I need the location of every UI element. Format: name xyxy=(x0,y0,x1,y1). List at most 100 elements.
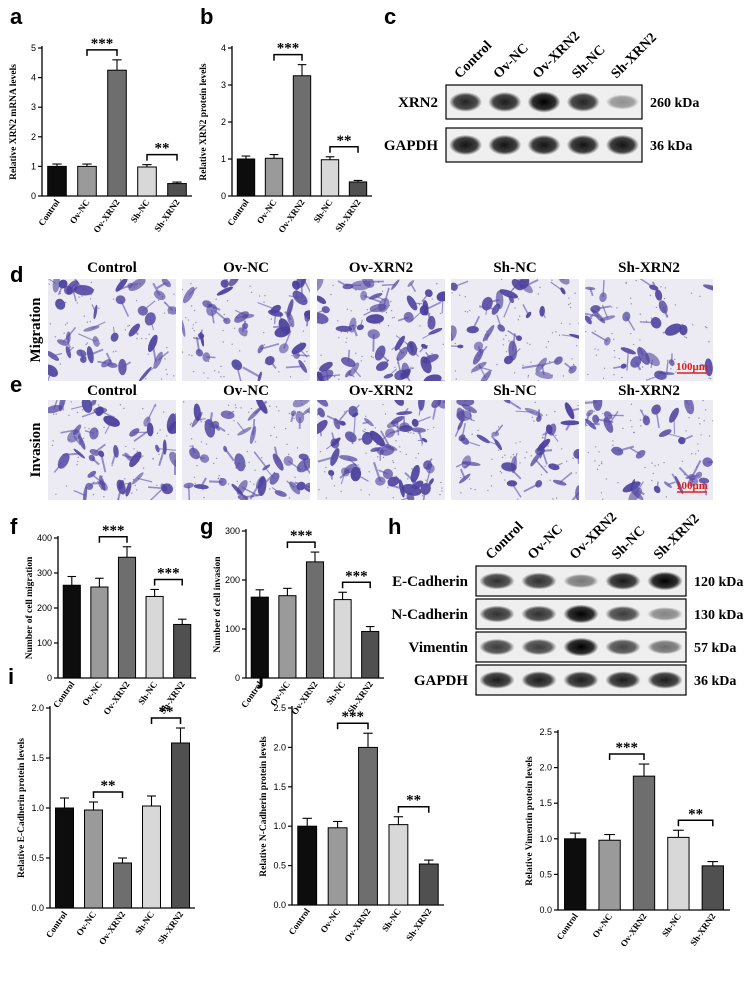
blot-band xyxy=(479,671,515,689)
x-tick-label: Sh-NC xyxy=(133,909,156,936)
x-tick-label: Ov-XRN2 xyxy=(289,679,320,717)
x-tick-label: Sh-NC xyxy=(129,197,152,224)
blot-band xyxy=(449,92,483,112)
x-tick-label: Sh-XRN2 xyxy=(152,197,182,233)
lane-label: Sh-NC xyxy=(569,43,608,82)
micrograph xyxy=(48,279,176,381)
blot-band xyxy=(563,671,599,689)
bar-control xyxy=(47,165,67,197)
bar-control xyxy=(55,807,74,909)
bar-sh-xrn2 xyxy=(167,183,187,197)
significance-bracket xyxy=(92,791,124,798)
significance-bracket xyxy=(608,753,645,761)
bar-ov-nc xyxy=(278,595,297,679)
panel-letter-f: f xyxy=(10,514,18,539)
y-axis-title: Number of cell migration xyxy=(25,556,35,659)
x-tick-label: Control xyxy=(555,911,581,942)
bar-ov-nc xyxy=(77,165,97,197)
x-tick-label: Ov-NC xyxy=(255,197,279,225)
microscopy-panels: Control Control Ov-NC Ov-NC Ov-XRN2 Ov-XRN2 Sh… xyxy=(28,260,713,500)
significance-bracket xyxy=(153,578,183,586)
micro-row-label: Migration xyxy=(28,297,44,363)
bar-control xyxy=(62,584,81,679)
blot-band xyxy=(566,134,600,156)
blot-row-label: E-Cadherin xyxy=(392,574,469,590)
y-tick-label: 2 xyxy=(221,117,226,127)
y-tick-label: 4 xyxy=(221,43,226,53)
blot-kda-label: 120 kDa xyxy=(694,575,743,590)
blot-band xyxy=(521,572,557,590)
significance-label: ** xyxy=(688,806,703,822)
y-tick-label: 0.0 xyxy=(273,900,286,910)
y-tick-label: 100 xyxy=(37,638,52,648)
x-tick-label: Sh-NC xyxy=(136,679,159,706)
y-tick-label: 2.0 xyxy=(539,763,552,773)
blot-band xyxy=(527,91,561,113)
y-tick-label: 1 xyxy=(221,154,226,164)
bar-sh-xrn2 xyxy=(701,865,724,911)
significance-bracket xyxy=(329,146,359,153)
x-tick-label: Control xyxy=(225,197,251,228)
micrograph: 100μm xyxy=(585,400,713,500)
blot-kda-label: 36 kDa xyxy=(650,139,692,154)
micro-column-title: Ov-XRN2 xyxy=(349,383,413,399)
y-tick-label: 300 xyxy=(225,526,240,536)
y-axis-title: Relative XRN2 protein levels xyxy=(199,63,209,181)
y-tick-label: 1.0 xyxy=(31,803,44,813)
bar-sh-xrn2 xyxy=(173,623,192,679)
micro-column-title: Control xyxy=(87,260,137,276)
bar-sh-xrn2 xyxy=(171,742,190,909)
panel-letter-c: c xyxy=(384,4,396,29)
significance-label: ** xyxy=(155,141,170,157)
x-tick-label: Ov-NC xyxy=(318,906,342,934)
x-tick-label: Control xyxy=(287,906,313,937)
blot-band xyxy=(605,94,639,110)
chart-j: 0.0 0.5 1.0 1.5 2.0 2.5 Relative N-Cadherin pr… xyxy=(259,703,444,944)
y-tick-label: 2 xyxy=(31,132,36,142)
significance-bracket xyxy=(336,722,369,730)
x-tick-label: Sh-XRN2 xyxy=(688,911,718,947)
bar-sh-xrn2 xyxy=(348,181,368,197)
micro-column-title: Ov-XRN2 xyxy=(349,260,413,276)
micrograph xyxy=(451,400,579,500)
x-tick-label: Control xyxy=(36,197,62,228)
y-tick-label: 0 xyxy=(221,191,226,201)
bar-ov-nc xyxy=(264,157,284,197)
blot-band xyxy=(479,638,515,656)
blot-kda-label: 260 kDa xyxy=(650,96,699,111)
bar-control xyxy=(297,825,318,906)
blot-band xyxy=(563,604,599,624)
significance-label: *** xyxy=(342,709,365,725)
bar-ov-xrn2 xyxy=(107,69,127,197)
x-tick-label: Ov-XRN2 xyxy=(97,909,128,947)
y-tick-label: 0 xyxy=(235,673,240,683)
bar-sh-nc xyxy=(320,159,340,197)
y-tick-label: 0.5 xyxy=(539,869,552,879)
bar-sh-nc xyxy=(667,836,690,911)
blot-row-label: XRN2 xyxy=(398,95,438,111)
y-axis-title: Relative E-Cadherin protein levels xyxy=(17,738,27,878)
bar-sh-nc xyxy=(137,166,157,197)
lane-label: Sh-XRN2 xyxy=(651,512,702,563)
lane-label: Ov-NC xyxy=(491,41,532,82)
y-tick-label: 5 xyxy=(31,43,36,53)
blot-band xyxy=(488,92,522,112)
micro-column-title: Ov-NC xyxy=(223,260,269,276)
blot-band xyxy=(566,92,600,112)
bar-ov-nc xyxy=(598,839,621,911)
chart-i: 0.0 0.5 1.0 1.5 2.0 Relative E-Cadherin prote… xyxy=(17,703,195,947)
micro-column-title: Control xyxy=(87,383,137,399)
panel-letter-e: e xyxy=(10,372,22,397)
bar-ov-nc xyxy=(84,809,103,909)
y-tick-label: 0.5 xyxy=(31,853,44,863)
bar-sh-nc xyxy=(333,599,352,679)
y-tick-label: 2.0 xyxy=(31,703,44,713)
x-tick-label: Control xyxy=(51,679,77,710)
significance-label: *** xyxy=(345,568,368,584)
y-tick-label: 100 xyxy=(225,624,240,634)
y-tick-label: 2.5 xyxy=(539,727,552,737)
significance-label: *** xyxy=(157,565,180,581)
y-axis-title: Relative Vimentin protein levels xyxy=(525,756,535,886)
y-tick-label: 2.5 xyxy=(273,703,286,713)
